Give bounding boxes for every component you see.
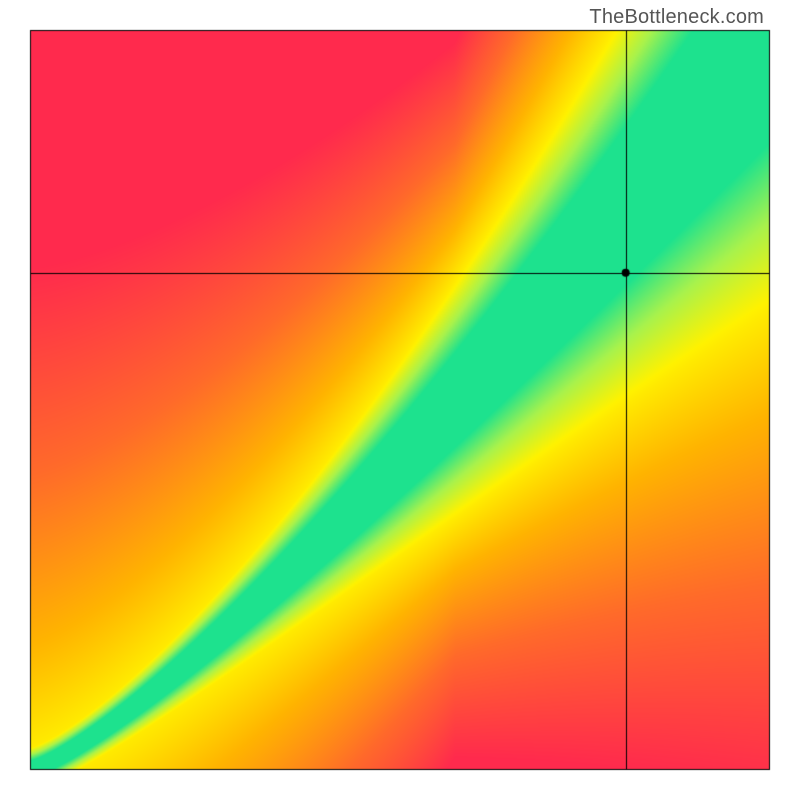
chart-container: TheBottleneck.com <box>0 0 800 800</box>
bottleneck-heatmap <box>0 0 800 800</box>
